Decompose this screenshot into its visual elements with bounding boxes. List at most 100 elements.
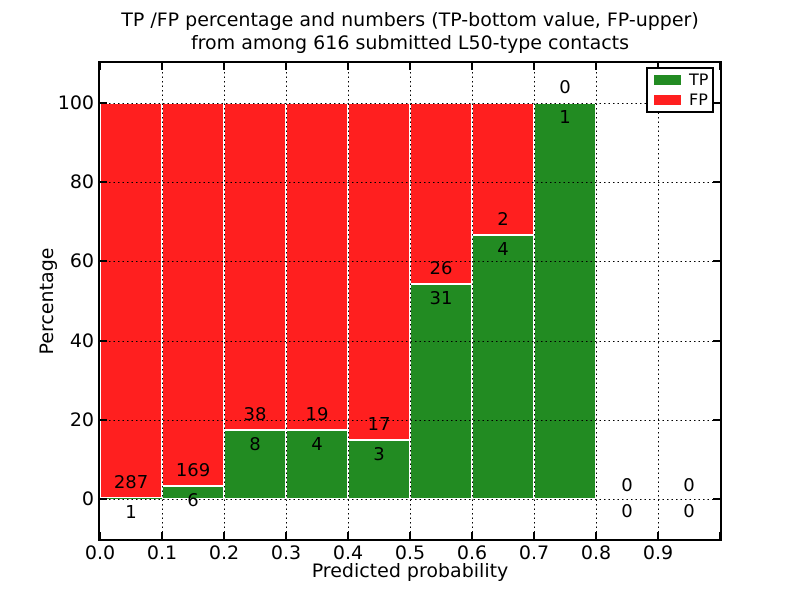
horizontal-gridline <box>100 182 720 183</box>
x-tick-mark <box>657 532 659 539</box>
fp-count-label: 38 <box>243 404 267 426</box>
y-tick-mark <box>713 102 720 104</box>
x-tick-mark <box>409 532 411 539</box>
x-tick-label: 0.9 <box>642 542 674 564</box>
horizontal-gridline <box>100 103 720 104</box>
y-tick-mark <box>100 102 107 104</box>
x-tick-mark <box>533 532 535 539</box>
x-tick-mark <box>719 532 721 539</box>
horizontal-gridline <box>100 341 720 342</box>
y-tick-label: 0 <box>81 488 94 511</box>
x-tick-mark <box>595 532 597 539</box>
x-tick-mark <box>161 63 163 70</box>
bar-segment-tp <box>100 497 162 500</box>
legend-label-fp: FP <box>689 89 708 109</box>
x-tick-label: 0.4 <box>332 542 364 564</box>
tp-count-label: 1 <box>125 501 137 523</box>
plot-area: 287 1 169 6 38 8 19 4 17 3 26 31 2 4 0 1 0 0 0 0 <box>99 63 721 539</box>
vertical-gridline <box>410 63 411 539</box>
tp-count-label: 1 <box>559 106 571 128</box>
bar-segment-tp <box>534 102 596 500</box>
y-tick-mark <box>100 419 107 421</box>
bar-segment-fp <box>100 102 162 498</box>
y-tick-label: 80 <box>69 171 94 193</box>
fp-count-label: 0 <box>621 475 633 497</box>
legend: TP FP <box>646 67 714 113</box>
x-tick-label: 0.2 <box>208 542 240 564</box>
bar-segment-fp <box>286 102 348 431</box>
y-tick-label: 100 <box>57 91 94 114</box>
y-tick-mark <box>713 181 720 183</box>
horizontal-gridline <box>100 420 720 421</box>
vertical-gridline <box>348 63 349 539</box>
vertical-gridline <box>472 63 473 539</box>
bar-segment-tp <box>410 283 472 500</box>
bar-segment-fp <box>410 102 472 284</box>
vertical-gridline <box>596 63 597 539</box>
tp-count-label: 0 <box>683 501 695 523</box>
x-tick-mark <box>285 63 287 70</box>
fp-count-label: 287 <box>113 471 149 493</box>
fp-count-label: 0 <box>683 475 695 497</box>
tp-count-label: 31 <box>429 287 453 309</box>
tp-count-label: 4 <box>311 434 323 456</box>
x-tick-label: 0.0 <box>84 542 116 564</box>
y-tick-label: 60 <box>69 250 94 273</box>
y-tick-mark <box>100 260 107 262</box>
x-tick-label: 0.6 <box>456 542 488 564</box>
tp-count-label: 3 <box>373 443 385 465</box>
tp-count-label: 4 <box>497 238 509 260</box>
vertical-gridline <box>286 63 287 539</box>
y-tick-mark <box>100 498 107 500</box>
tp-count-label: 6 <box>187 489 199 511</box>
x-tick-mark <box>223 63 225 70</box>
bar-segment-fp <box>224 102 286 431</box>
x-tick-label: 0.3 <box>270 542 302 564</box>
x-tick-label: 0.8 <box>580 542 612 564</box>
x-tick-mark <box>347 63 349 70</box>
y-tick-mark <box>713 260 720 262</box>
vertical-gridline <box>534 63 535 539</box>
x-tick-label: 0.7 <box>518 542 550 564</box>
y-tick-mark <box>713 419 720 421</box>
x-tick-label: 0.5 <box>394 542 426 564</box>
x-tick-mark <box>595 63 597 70</box>
x-tick-mark <box>657 63 659 70</box>
tp-color-swatch <box>654 75 681 86</box>
x-tick-label: 0.1 <box>146 542 178 564</box>
legend-item-fp: FP <box>654 89 712 109</box>
horizontal-gridline <box>100 261 720 262</box>
fp-count-label: 0 <box>559 76 571 98</box>
legend-item-tp: TP <box>654 72 712 88</box>
vertical-gridline <box>224 63 225 539</box>
y-tick-mark <box>100 340 107 342</box>
fp-count-label: 2 <box>497 208 509 230</box>
tp-count-label: 8 <box>249 434 261 456</box>
x-tick-mark <box>99 532 101 539</box>
bar-segment-fp <box>472 102 534 235</box>
fp-count-label: 169 <box>175 459 211 481</box>
fp-count-label: 19 <box>305 404 329 426</box>
fp-count-label: 17 <box>367 413 391 435</box>
y-tick-label: 20 <box>69 409 94 431</box>
vertical-gridline <box>658 63 659 539</box>
x-tick-mark <box>285 532 287 539</box>
bar-segment-tp <box>224 430 286 500</box>
fp-color-swatch <box>654 94 681 105</box>
y-tick-label: 40 <box>69 329 94 352</box>
x-tick-mark <box>471 532 473 539</box>
x-tick-mark <box>347 532 349 539</box>
x-axis-label: Predicted probability <box>311 560 509 582</box>
fp-count-label: 26 <box>429 257 453 279</box>
x-tick-mark <box>471 63 473 70</box>
x-tick-mark <box>409 63 411 70</box>
x-tick-mark <box>223 532 225 539</box>
y-tick-mark <box>100 181 107 183</box>
chart-title-line1: TP /FP percentage and numbers (TP-bottom… <box>121 9 699 31</box>
legend-label-tp: TP <box>689 70 709 90</box>
vertical-gridline <box>162 63 163 539</box>
x-tick-mark <box>719 63 721 70</box>
x-tick-mark <box>99 63 101 70</box>
horizontal-gridline <box>100 499 720 500</box>
